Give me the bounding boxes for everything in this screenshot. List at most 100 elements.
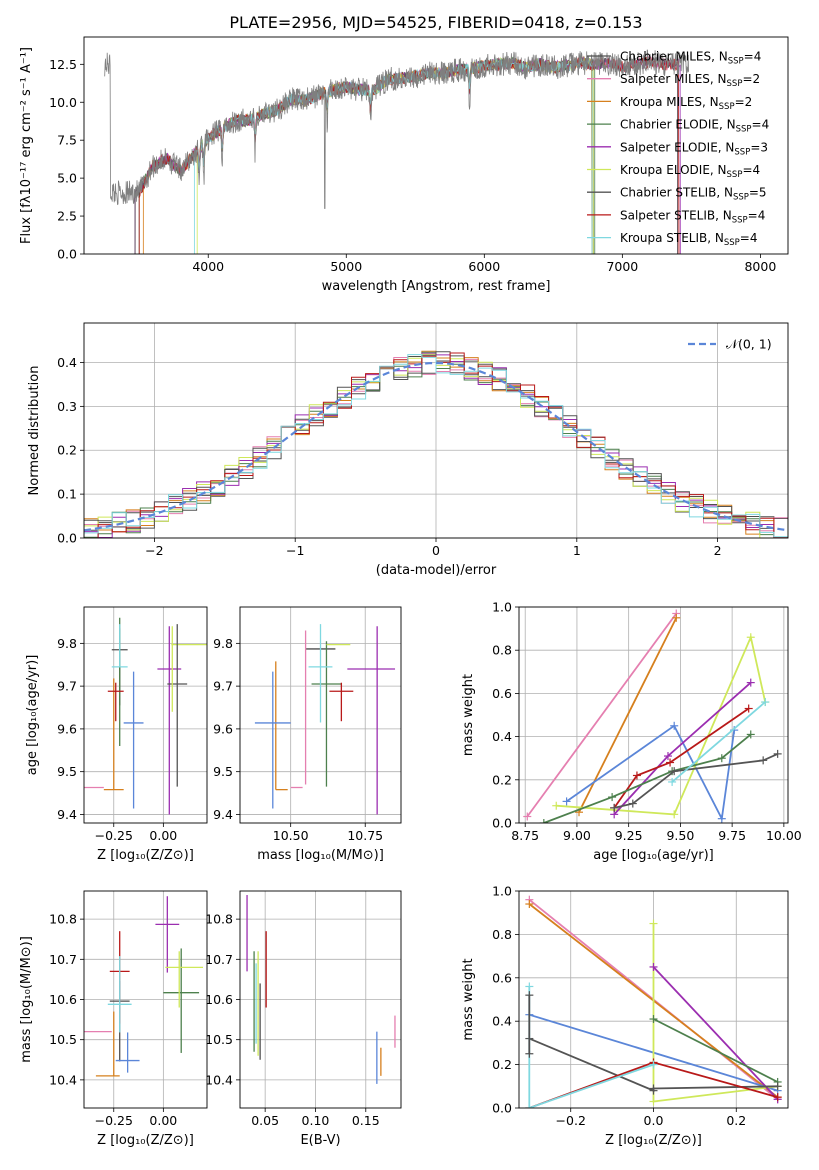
y-tick-label: 0.0 (492, 816, 512, 831)
residuals-axes: −2 −1 0 1 2 0.0 0.1 0.2 0.3 0.4 (data-model)/error… (27, 323, 788, 578)
y-tick-label: 9.7 (57, 679, 77, 694)
y-tick-label: 2.5 (57, 209, 77, 224)
y-tick-label: 10.6 (49, 992, 77, 1007)
y-tick-label: 9.8 (213, 636, 233, 651)
legend-entry: Salpeter STELIB, NSSP=4 (620, 208, 765, 225)
weight-series-k_miles (578, 617, 678, 813)
y-axis-label: Normed distribution (27, 366, 42, 496)
legend-entry: Chabrier ELODIE, NSSP=4 (620, 118, 769, 135)
model-spectrum-s_elodie (134, 56, 681, 254)
weight_vs_Z-frame (518, 890, 789, 1109)
age_vs_Z-points (84, 617, 207, 815)
y-axis-label: Flux [fλ10⁻¹⁷ erg cm⁻² s⁻¹ A⁻¹] (19, 47, 34, 244)
x-axis-label: age [log₁₀(age/yr)] (593, 848, 714, 863)
y-tick-label: 10.5 (49, 1032, 77, 1047)
histograms (84, 350, 788, 538)
legend-sub: SSP (727, 170, 743, 180)
x-tick-label: 8000 (744, 259, 776, 274)
x-tick-label: 9.75 (718, 828, 746, 843)
y-tick-label: 0.4 (57, 355, 77, 370)
x-tick-label: 4000 (192, 259, 224, 274)
x-tick-label: −0.25 (95, 1113, 133, 1128)
y-tick-label: 9.6 (213, 721, 233, 736)
y-tick-label: 0.3 (57, 399, 77, 414)
weight-series-c_elodie (653, 1018, 779, 1083)
legend-label: Kroupa ELODIE, N (620, 163, 727, 177)
y-tick-label: 9.8 (57, 636, 77, 651)
x-tick-label: 5000 (330, 259, 362, 274)
legend-entry: Salpeter ELODIE, NSSP=3 (620, 140, 768, 157)
weight-series-k_stelib (671, 701, 766, 783)
figure-title: PLATE=2956, MJD=54525, FIBERID=0418, z=0… (229, 13, 642, 32)
x-tick-label: 0.0 (644, 1113, 664, 1128)
y-tick-label: 10.0 (49, 95, 77, 110)
y-tick-label: 1.0 (492, 600, 512, 615)
x-tick-label: −2 (145, 543, 163, 558)
y-tick-label: 9.4 (213, 807, 233, 822)
y-tick-label: 0.0 (492, 1101, 512, 1116)
y-tick-label: 0.6 (492, 970, 512, 985)
mass_vs_ebv-axes: 0.05 0.10 0.15 10.4 10.5 10.6 10.7 10.8 E(B-V) (205, 891, 401, 1148)
x-axis-label: wavelength [Angstrom, rest frame] (322, 279, 551, 294)
legend-label: Kroupa MILES, N (620, 95, 719, 109)
legend-entry: Kroupa MILES, NSSP=2 (620, 95, 752, 112)
legend-tail: =4 (742, 163, 760, 177)
y-tick-label: 0.2 (492, 1057, 512, 1072)
legend-entry: Kroupa ELODIE, NSSP=4 (620, 163, 760, 180)
x-tick-label: 9.50 (666, 828, 694, 843)
y-tick-label: 10.4 (205, 1072, 233, 1087)
weight-series-k_elodie (556, 634, 767, 816)
mass_vs_Z-axes: −0.25 0.00 10.4 10.5 10.6 10.7 10.8 Z [log₁₀(Z/… (19, 891, 207, 1148)
y-tick-label: 9.7 (213, 679, 233, 694)
y-tick-label: 0.6 (492, 686, 512, 701)
legend-sub: SSP (719, 102, 735, 112)
x-tick-label: 10.75 (347, 828, 383, 843)
legend-entry: Chabrier MILES, NSSP=4 (620, 50, 761, 67)
y-tick-label: 9.5 (213, 764, 233, 779)
x-tick-label: 6000 (468, 259, 500, 274)
x-tick-label: 9.00 (563, 828, 591, 843)
legend-tail: =2 (742, 72, 760, 86)
x-axis-label: E(B-V) (300, 1133, 340, 1148)
x-tick-label: 0.15 (352, 1113, 380, 1128)
legend-sub: SSP (727, 79, 743, 89)
y-axis-label: mass weight (461, 674, 476, 756)
legend-label: Salpeter STELIB, N (620, 208, 732, 222)
legend-label: Chabrier ELODIE, N (620, 118, 736, 132)
spectrum-lines (104, 49, 689, 254)
y-tick-label: 10.8 (49, 912, 77, 927)
weight_vs_age-frame (518, 606, 789, 824)
mass_vs_Z-frame (83, 890, 208, 1109)
mass_vs_Z-points (84, 896, 204, 1077)
y-tick-label: 0.1 (57, 487, 77, 502)
legend-label: Kroupa STELIB, N (620, 231, 724, 245)
x-tick-label: 0.05 (251, 1113, 279, 1128)
x-axis-label: Z [log₁₀(Z/Z⊙)] (97, 848, 194, 863)
weight_vs_age-series (523, 609, 782, 823)
y-tick-label: 0.8 (492, 643, 512, 658)
y-tick-label: 0.4 (492, 1014, 512, 1029)
y-tick-label: 10.5 (205, 1032, 233, 1047)
legend-sub: SSP (732, 215, 748, 225)
x-tick-label: −0.25 (95, 828, 133, 843)
y-tick-label: 7.5 (57, 133, 77, 148)
y-tick-label: 0.0 (57, 531, 77, 546)
age_vs_Z-frame (83, 606, 208, 824)
plot-layer: 4000 5000 6000 7000 80000.02.55.07.510.012.5… (19, 36, 802, 1148)
y-axis-label: age [log₁₀(age/yr)] (25, 655, 40, 776)
age_vs_mass-axes: 10.50 10.75 9.4 9.5 9.6 9.7 9.8 mass [log₁₀(M/M… (213, 607, 401, 863)
y-tick-label: 9.4 (57, 807, 77, 822)
legend-entry: Salpeter MILES, NSSP=2 (620, 72, 760, 89)
mass_vs_ebv-frame (239, 890, 402, 1109)
x-axis-label: Z [log₁₀(Z/Z⊙)] (97, 1133, 194, 1148)
spectrum-frame (83, 36, 789, 255)
x-tick-label: 7000 (606, 259, 638, 274)
weight-series-blue (566, 724, 736, 822)
y-tick-label: 9.5 (57, 764, 77, 779)
x-tick-label: 2 (714, 543, 722, 558)
x-tick-label: 0.00 (149, 1113, 177, 1128)
y-tick-label: 0.2 (57, 443, 77, 458)
y-tick-label: 0.8 (492, 927, 512, 942)
residuals-frame (83, 322, 789, 539)
age_vs_Z-axes: −0.25 0.00 9.4 9.5 9.6 9.7 9.8 Z [log₁₀(Z/Z⊙)] a… (25, 607, 207, 863)
